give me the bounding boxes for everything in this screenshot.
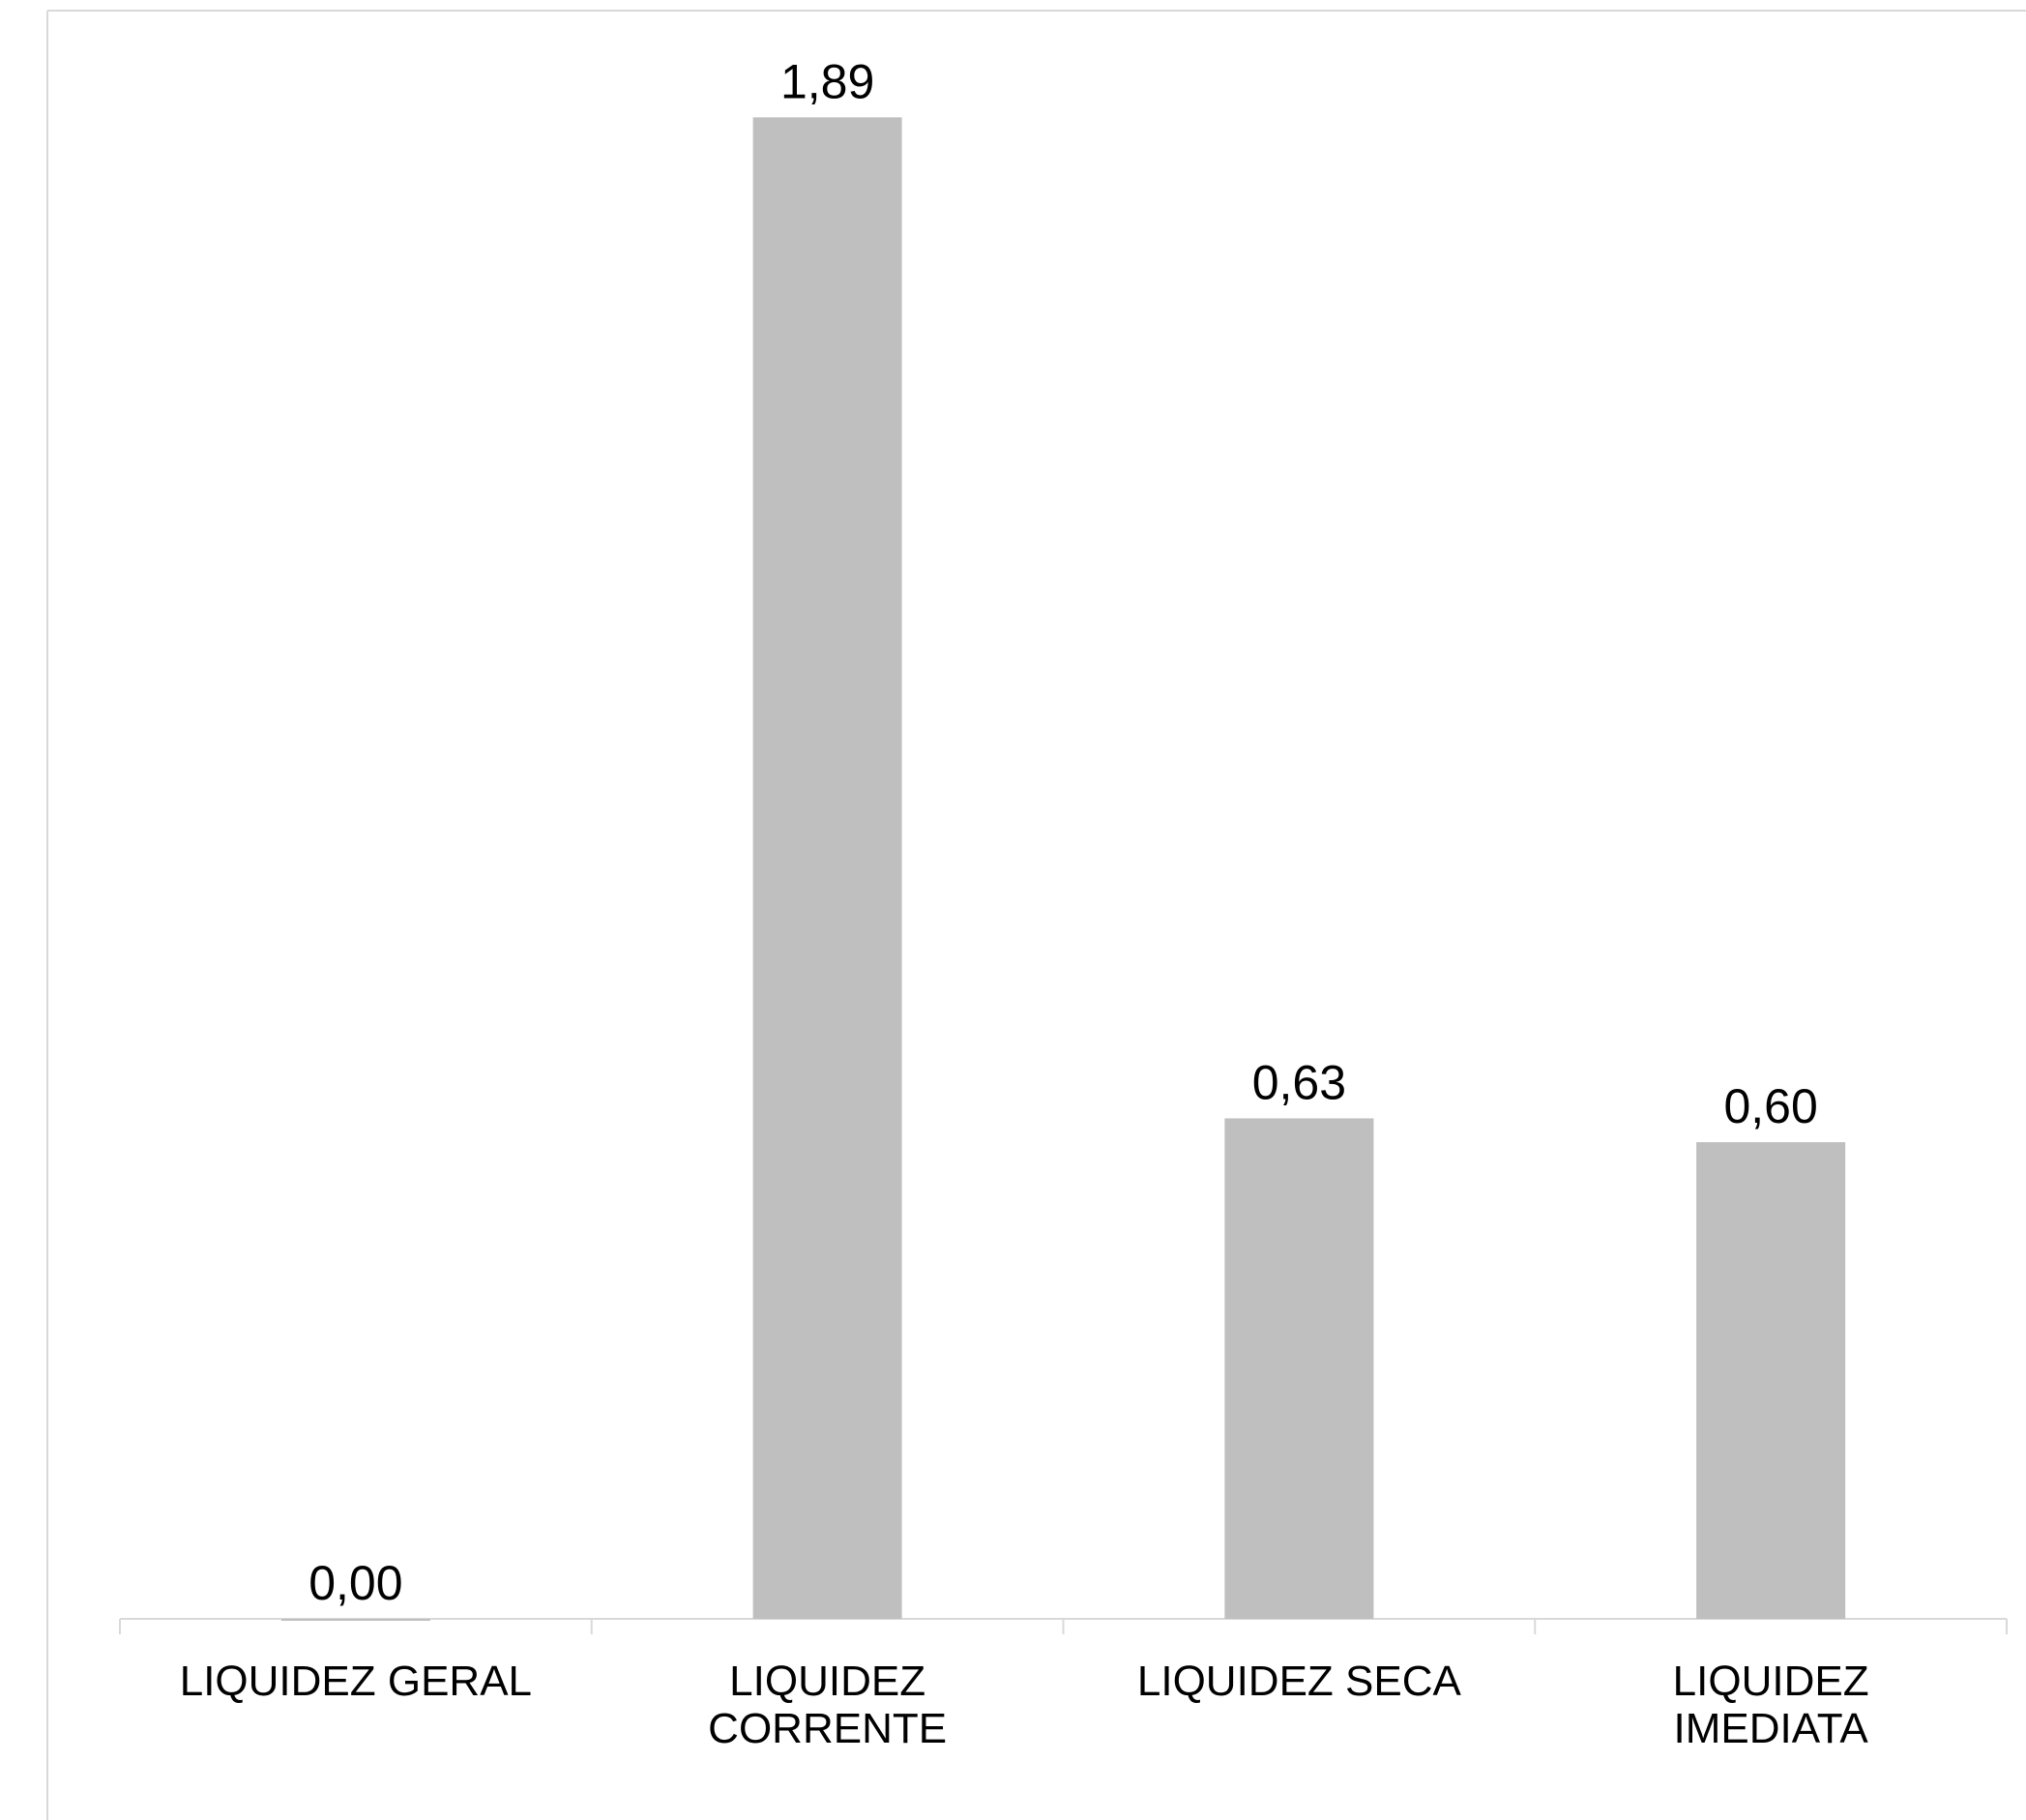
x-tick-label: LIQUIDEZ SECA bbox=[1136, 1658, 1461, 1705]
data-label: 0,00 bbox=[308, 1556, 402, 1610]
x-tick-label: LIQUIDEZ GERAL bbox=[179, 1658, 533, 1705]
data-label: 0,60 bbox=[1723, 1079, 1817, 1133]
bar bbox=[1696, 1142, 1846, 1619]
data-label: 1,89 bbox=[780, 54, 874, 108]
x-tick-label: LIQUIDEZ CORRENTE bbox=[708, 1658, 948, 1753]
bar bbox=[1224, 1118, 1374, 1619]
x-tick-label: LIQUIDEZ IMEDIATA bbox=[1672, 1658, 1869, 1753]
bar bbox=[752, 117, 902, 1620]
data-label: 0,63 bbox=[1252, 1055, 1346, 1109]
bar bbox=[280, 1619, 430, 1621]
